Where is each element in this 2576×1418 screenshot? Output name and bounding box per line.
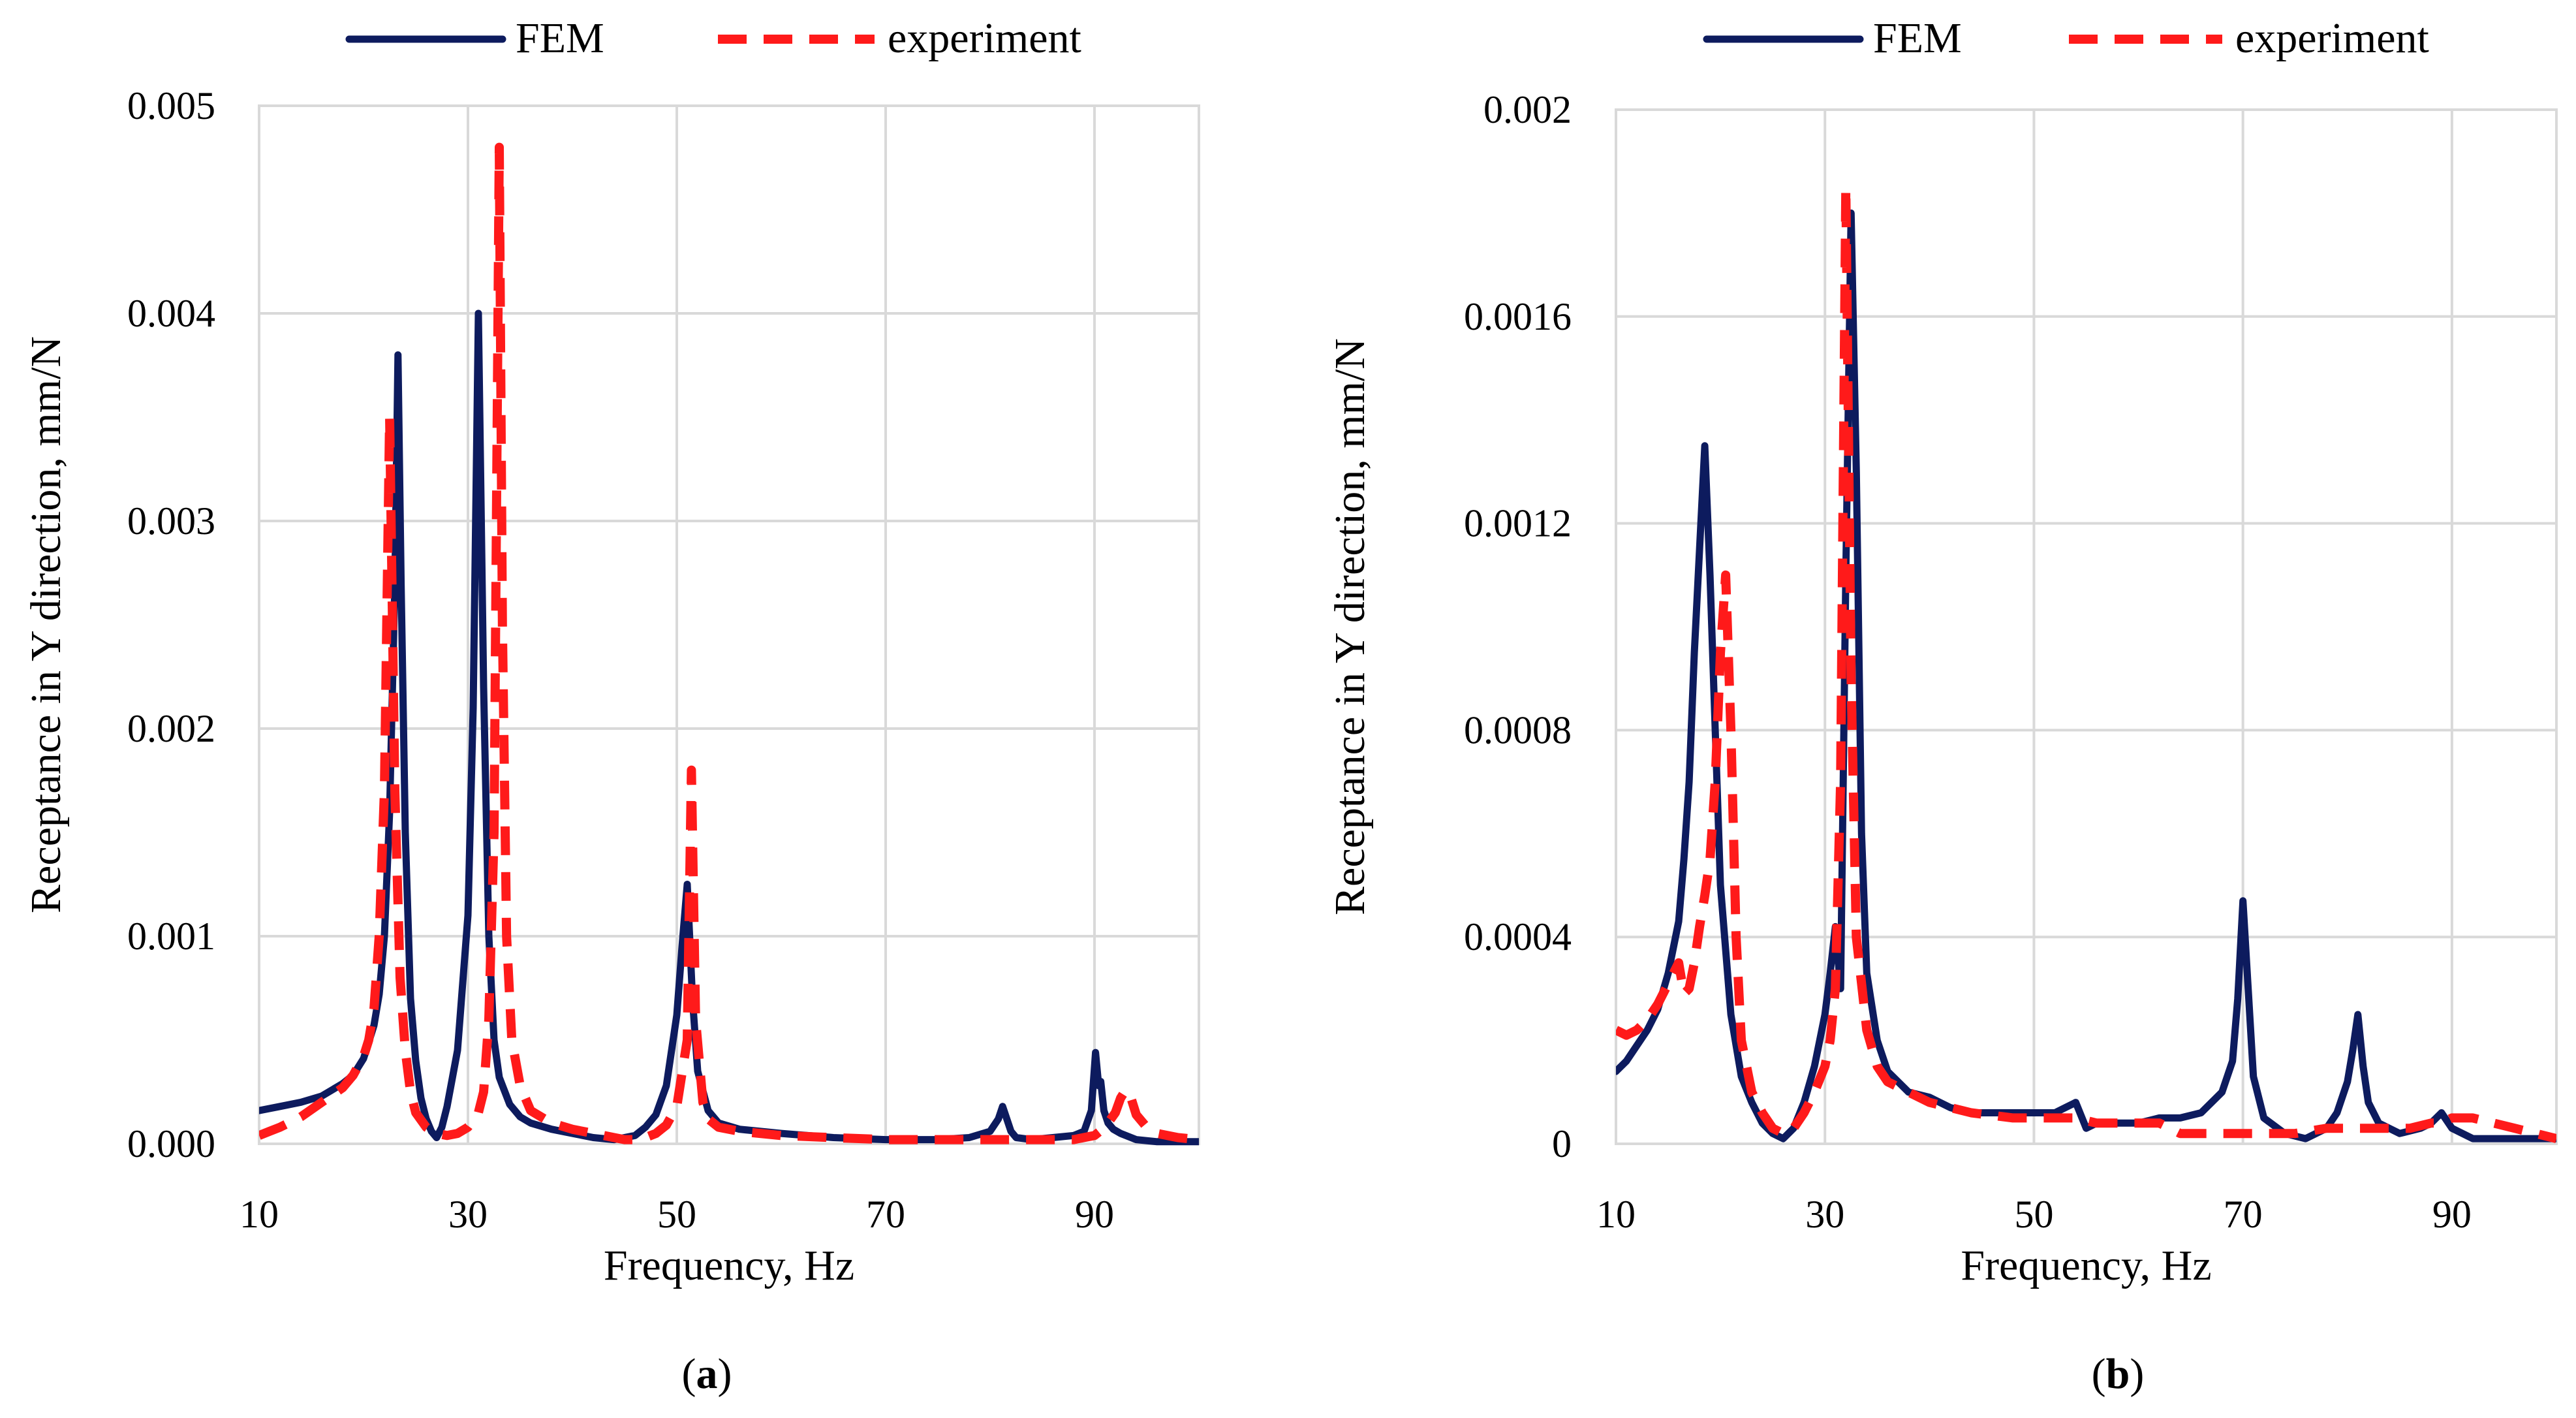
y-axis-title: Receptance in Y direction, mm/N bbox=[22, 336, 70, 913]
y-tick-label: 0.0008 bbox=[1464, 708, 1572, 751]
x-tick-label: 30 bbox=[448, 1193, 488, 1236]
x-tick-label: 10 bbox=[240, 1193, 279, 1236]
panel-label-part: ) bbox=[2130, 1350, 2144, 1398]
x-tick-label: 30 bbox=[1805, 1193, 1844, 1236]
chart-panel-a: 0.000 0.001 0.002 0.003 0.004 0.005 10 30 50 70 90… bbox=[22, 14, 1200, 1398]
panel-label: (a) bbox=[682, 1350, 732, 1398]
x-tick-label: 10 bbox=[1596, 1193, 1636, 1236]
y-tick-label: 0.0012 bbox=[1464, 502, 1572, 545]
y-tick-label: 0.002 bbox=[127, 707, 215, 750]
panel-label-part: ( bbox=[2092, 1350, 2106, 1398]
x-tick-label: 90 bbox=[1075, 1193, 1114, 1236]
x-tick-label: 70 bbox=[2224, 1193, 2263, 1236]
y-tick-label: 0 bbox=[1552, 1122, 1572, 1165]
y-tick-label: 0.003 bbox=[127, 499, 215, 543]
y-tick-label: 0.002 bbox=[1483, 88, 1572, 131]
panel-label-part: a bbox=[696, 1350, 718, 1398]
legend-label-experiment: experiment bbox=[888, 14, 1081, 62]
x-axis-title: Frequency, Hz bbox=[1961, 1242, 2211, 1289]
panel-label-part: b bbox=[2106, 1350, 2130, 1398]
y-axis-title: Receptance in Y direction, mm/N bbox=[1326, 338, 1374, 915]
panel-label-part: ) bbox=[718, 1350, 732, 1398]
x-tick-label: 70 bbox=[866, 1193, 905, 1236]
plot-area-frame bbox=[258, 104, 1200, 1145]
panel-label-part: ( bbox=[682, 1350, 696, 1398]
legend-label-experiment: experiment bbox=[2235, 14, 2429, 62]
panel-label: (b) bbox=[2092, 1350, 2145, 1398]
y-tick-label: 0.0016 bbox=[1464, 295, 1572, 338]
plot-area-frame bbox=[1615, 108, 2558, 1145]
y-tick-label: 0.000 bbox=[127, 1122, 215, 1165]
legend-label-fem: FEM bbox=[516, 14, 604, 62]
x-tick-label: 50 bbox=[2014, 1193, 2053, 1236]
legend-label-fem: FEM bbox=[1873, 14, 1962, 62]
chart-panel-b: 0 0.0004 0.0008 0.0012 0.0016 0.002 10 30 50 70 90… bbox=[1326, 14, 2558, 1398]
y-tick-label: 0.005 bbox=[127, 84, 215, 127]
x-tick-label: 50 bbox=[657, 1193, 696, 1236]
series-line-fem bbox=[259, 309, 1199, 1146]
y-tick-label: 0.001 bbox=[127, 915, 215, 958]
series-line-experiment bbox=[1616, 182, 2556, 1143]
series-line-fem bbox=[1616, 209, 2556, 1142]
y-tick-label: 0.0004 bbox=[1464, 915, 1572, 958]
y-tick-label: 0.004 bbox=[127, 292, 215, 335]
x-tick-label: 90 bbox=[2432, 1193, 2472, 1236]
x-axis-title: Frequency, Hz bbox=[604, 1242, 854, 1289]
series-line-experiment bbox=[259, 142, 1199, 1144]
